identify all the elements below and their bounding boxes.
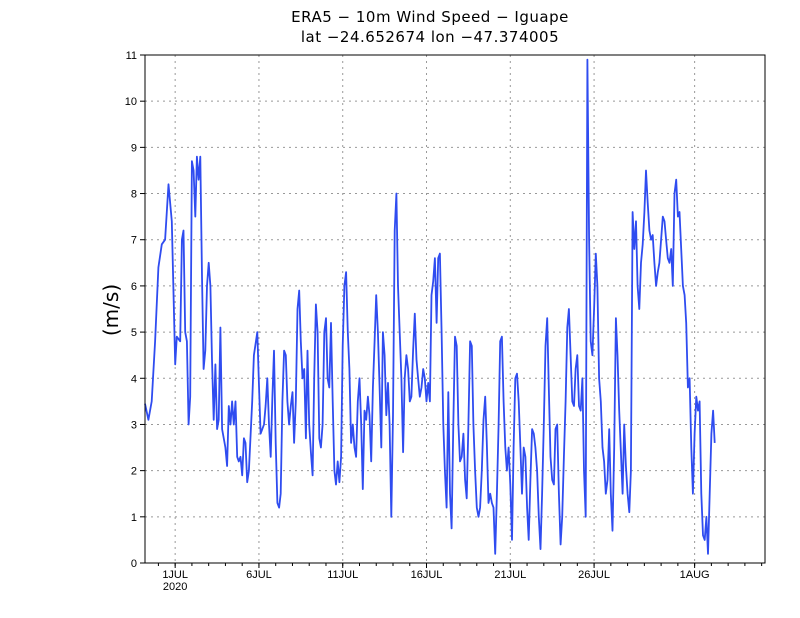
x-tick-sublabel: 2020 <box>163 581 187 593</box>
x-tick-label: 11JUL <box>327 569 358 581</box>
y-tick-label: 1 <box>131 512 137 524</box>
y-tick-label: 7 <box>131 235 137 247</box>
x-tick-label: 1AUG <box>680 569 710 581</box>
y-tick-label: 5 <box>131 327 137 339</box>
x-tick-label: 16JUL <box>411 569 443 581</box>
y-tick-label: 9 <box>131 142 137 154</box>
series-line <box>144 58 716 555</box>
series-layer <box>144 58 716 555</box>
y-tick-label: 8 <box>131 189 137 201</box>
y-tick-label: 2 <box>131 466 137 478</box>
y-tick-label: 11 <box>126 50 137 62</box>
grid <box>145 55 765 563</box>
x-tick-label: 1JUL <box>162 569 188 581</box>
y-tick-label: 0 <box>131 558 137 570</box>
y-tick-label: 6 <box>131 281 137 293</box>
y-axis-label: (m/s) <box>99 284 123 336</box>
y-tick-label: 10 <box>125 96 137 108</box>
x-tick-label: 21JUL <box>494 569 526 581</box>
y-tick-label: 3 <box>131 419 137 431</box>
x-tick-label: 26JUL <box>578 569 610 581</box>
chart-subtitle: lat −24.652674 lon −47.374005 <box>301 28 559 46</box>
y-tick-label: 4 <box>131 373 137 385</box>
x-tick-label: 6JUL <box>246 569 272 581</box>
chart-title: ERA5 − 10m Wind Speed − Iguape <box>291 8 569 26</box>
plot-frame <box>144 54 766 564</box>
